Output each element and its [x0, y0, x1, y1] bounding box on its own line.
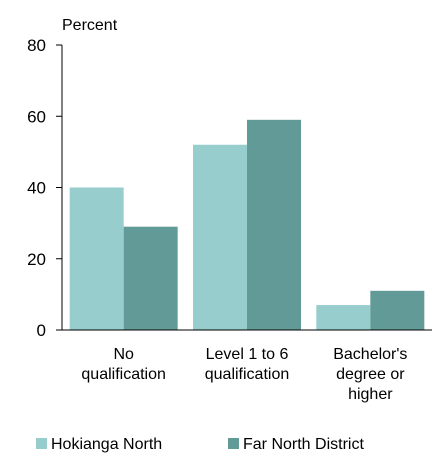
bar-far-north-district	[247, 119, 301, 330]
bars	[69, 119, 425, 330]
legend-swatch	[228, 438, 239, 449]
x-category-label: qualification	[81, 366, 166, 383]
bar-hokianga-north	[193, 144, 247, 330]
y-tick-label: 40	[27, 179, 46, 198]
bar-hokianga-north	[316, 305, 371, 330]
y-axis-unit-label: Percent	[62, 17, 118, 34]
legend-label: Far North District	[243, 436, 364, 453]
y-tick-label: 60	[27, 107, 46, 126]
x-category-label: Bachelor's	[333, 346, 407, 363]
y-tick-label: 20	[27, 250, 46, 269]
y-tick-label: 80	[27, 36, 46, 55]
x-category-label: Level 1 to 6	[206, 346, 289, 363]
x-category-label: degree or	[336, 366, 405, 383]
bar-hokianga-north	[69, 187, 124, 330]
legend-swatch	[36, 438, 47, 449]
bar-far-north-district	[123, 226, 178, 330]
x-category-label: No	[113, 346, 134, 363]
y-axis-ticks: 0 20 40 60 80	[27, 36, 62, 340]
y-tick-label: 0	[37, 321, 46, 340]
x-category-label: qualification	[205, 366, 290, 383]
legend-label: Hokianga North	[51, 436, 162, 453]
x-axis-category-labels: No qualification Level 1 to 6 qualification…	[81, 346, 407, 403]
bar-far-north-district	[370, 290, 425, 330]
legend: Hokianga North Far North District	[36, 436, 364, 453]
x-category-label: higher	[348, 386, 393, 403]
